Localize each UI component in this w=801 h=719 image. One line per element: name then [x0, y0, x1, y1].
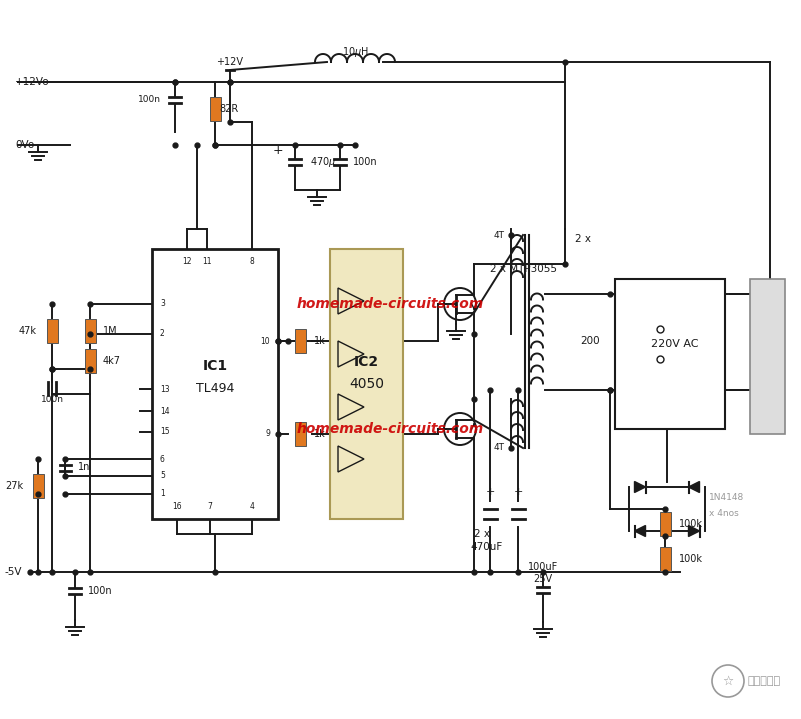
Text: 7: 7: [207, 502, 212, 511]
Text: +: +: [513, 487, 523, 497]
Text: 100n: 100n: [353, 157, 377, 167]
Text: IC1: IC1: [203, 359, 227, 373]
Text: 220V AC: 220V AC: [651, 339, 698, 349]
Text: +: +: [272, 145, 283, 157]
Text: +12Vo: +12Vo: [15, 77, 50, 87]
Polygon shape: [689, 482, 699, 493]
Bar: [615, 279, 725, 429]
Text: 13: 13: [160, 385, 170, 393]
Text: 4: 4: [250, 502, 255, 511]
Text: 100k: 100k: [679, 519, 703, 529]
Text: 4k7: 4k7: [103, 356, 121, 366]
Text: 100n: 100n: [41, 395, 63, 403]
Text: 100uF: 100uF: [528, 562, 558, 572]
Text: 82R: 82R: [219, 104, 239, 114]
Text: 470$\mu$: 470$\mu$: [310, 155, 336, 169]
Text: 11: 11: [202, 257, 211, 266]
Text: 27k: 27k: [5, 481, 23, 491]
Text: 10: 10: [260, 336, 270, 346]
Polygon shape: [689, 526, 699, 536]
Polygon shape: [634, 526, 646, 536]
Text: 1k: 1k: [314, 336, 326, 346]
Polygon shape: [634, 482, 646, 493]
Text: 16: 16: [172, 502, 182, 511]
Text: 6: 6: [160, 454, 165, 464]
Text: 1M: 1M: [103, 326, 118, 336]
Text: 1n: 1n: [78, 462, 91, 472]
Text: 100n: 100n: [138, 96, 161, 104]
Text: +: +: [485, 487, 495, 497]
Bar: [152, 249, 278, 519]
Text: 100k: 100k: [679, 554, 703, 564]
Text: 8: 8: [250, 257, 255, 266]
Bar: [295, 422, 305, 446]
Text: homemade-circuits.com: homemade-circuits.com: [296, 422, 484, 436]
Text: 2: 2: [160, 329, 165, 339]
Text: 4T: 4T: [494, 444, 505, 452]
Bar: [330, 249, 403, 519]
Bar: [659, 512, 670, 536]
Text: 47k: 47k: [19, 326, 37, 336]
Text: 25V: 25V: [533, 574, 553, 584]
Bar: [46, 319, 58, 343]
Text: 9: 9: [265, 429, 270, 439]
Text: 5: 5: [160, 472, 165, 480]
Text: 1N4148: 1N4148: [709, 493, 744, 501]
Text: 1: 1: [160, 490, 165, 498]
Text: 2 x: 2 x: [575, 234, 591, 244]
Text: 12: 12: [183, 257, 191, 266]
Text: 200: 200: [580, 336, 600, 347]
Bar: [659, 547, 670, 571]
Text: IC2: IC2: [354, 355, 379, 369]
Text: 2 x: 2 x: [474, 529, 490, 539]
Text: 3: 3: [160, 300, 165, 308]
Text: 100n: 100n: [88, 586, 113, 596]
Text: 1k: 1k: [314, 429, 326, 439]
Text: 14: 14: [160, 406, 170, 416]
Text: 电路一点通: 电路一点通: [748, 676, 781, 686]
Text: x 4nos: x 4nos: [709, 508, 739, 518]
Text: +12V: +12V: [216, 57, 244, 67]
Text: 15: 15: [160, 428, 170, 436]
Bar: [84, 349, 95, 373]
Bar: [210, 97, 220, 121]
Bar: [295, 329, 305, 353]
Text: ☆: ☆: [723, 674, 734, 687]
Text: TL494: TL494: [195, 383, 234, 395]
Text: 470uF: 470uF: [470, 542, 502, 552]
Text: homemade-circuits.com: homemade-circuits.com: [296, 297, 484, 311]
Text: 0Vo: 0Vo: [15, 140, 34, 150]
Text: 2 x MTP3055: 2 x MTP3055: [490, 264, 557, 274]
Text: -5V: -5V: [5, 567, 22, 577]
Text: 4T: 4T: [494, 231, 505, 239]
Bar: [33, 474, 43, 498]
Bar: [750, 279, 785, 434]
Bar: [84, 319, 95, 343]
Text: 4050: 4050: [349, 377, 384, 391]
Text: 10$\mu$H: 10$\mu$H: [341, 45, 368, 59]
